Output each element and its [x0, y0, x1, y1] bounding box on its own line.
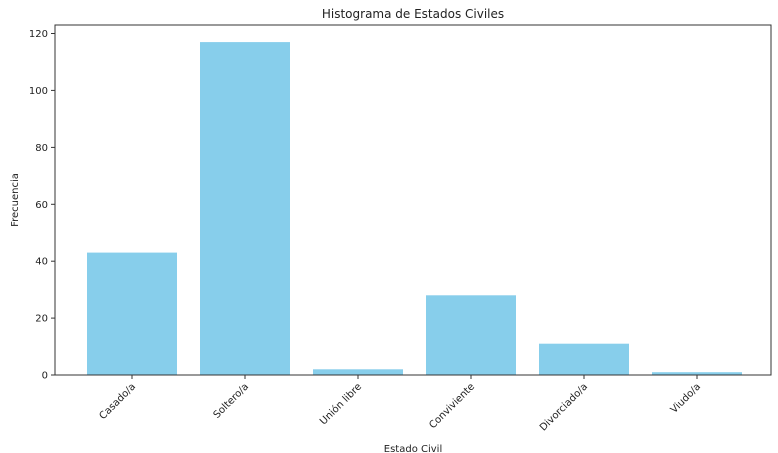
- chart-title: Histograma de Estados Civiles: [322, 7, 504, 21]
- x-tick-label: Viudo/a: [669, 381, 703, 415]
- x-axis: Casado/a Soltero/a Unión libre Conviviente D…: [98, 375, 703, 434]
- y-tick-label: 120: [29, 29, 48, 40]
- bar-divorciado-a: [539, 343, 629, 375]
- bars-layer: [87, 42, 742, 375]
- bar-casado-a: [87, 252, 177, 375]
- bar-conviviente: [426, 295, 516, 375]
- bar-unión-libre: [313, 369, 403, 375]
- x-axis-title: Estado Civil: [384, 444, 442, 453]
- plot-frame: [54, 24, 772, 376]
- y-tick-label: 40: [35, 257, 48, 268]
- y-axis-title: Frecuencia: [10, 173, 21, 227]
- x-tick-label: Unión libre: [317, 381, 364, 428]
- x-tick-label: Soltero/a: [212, 381, 251, 420]
- x-tick-label: Conviviente: [427, 381, 477, 431]
- y-tick-label: 20: [35, 314, 48, 325]
- y-axis: 0 20 40 60 80 100 120: [29, 29, 55, 382]
- y-tick-label: 80: [35, 143, 48, 154]
- y-tick-label: 60: [35, 200, 48, 211]
- y-tick-label: 0: [42, 371, 48, 382]
- bar-viudo-a: [652, 372, 742, 375]
- x-tick-label: Casado/a: [98, 381, 139, 422]
- x-tick-label: Divorciado/a: [538, 381, 590, 433]
- y-tick-label: 100: [29, 86, 48, 97]
- bar-soltero-a: [200, 42, 290, 375]
